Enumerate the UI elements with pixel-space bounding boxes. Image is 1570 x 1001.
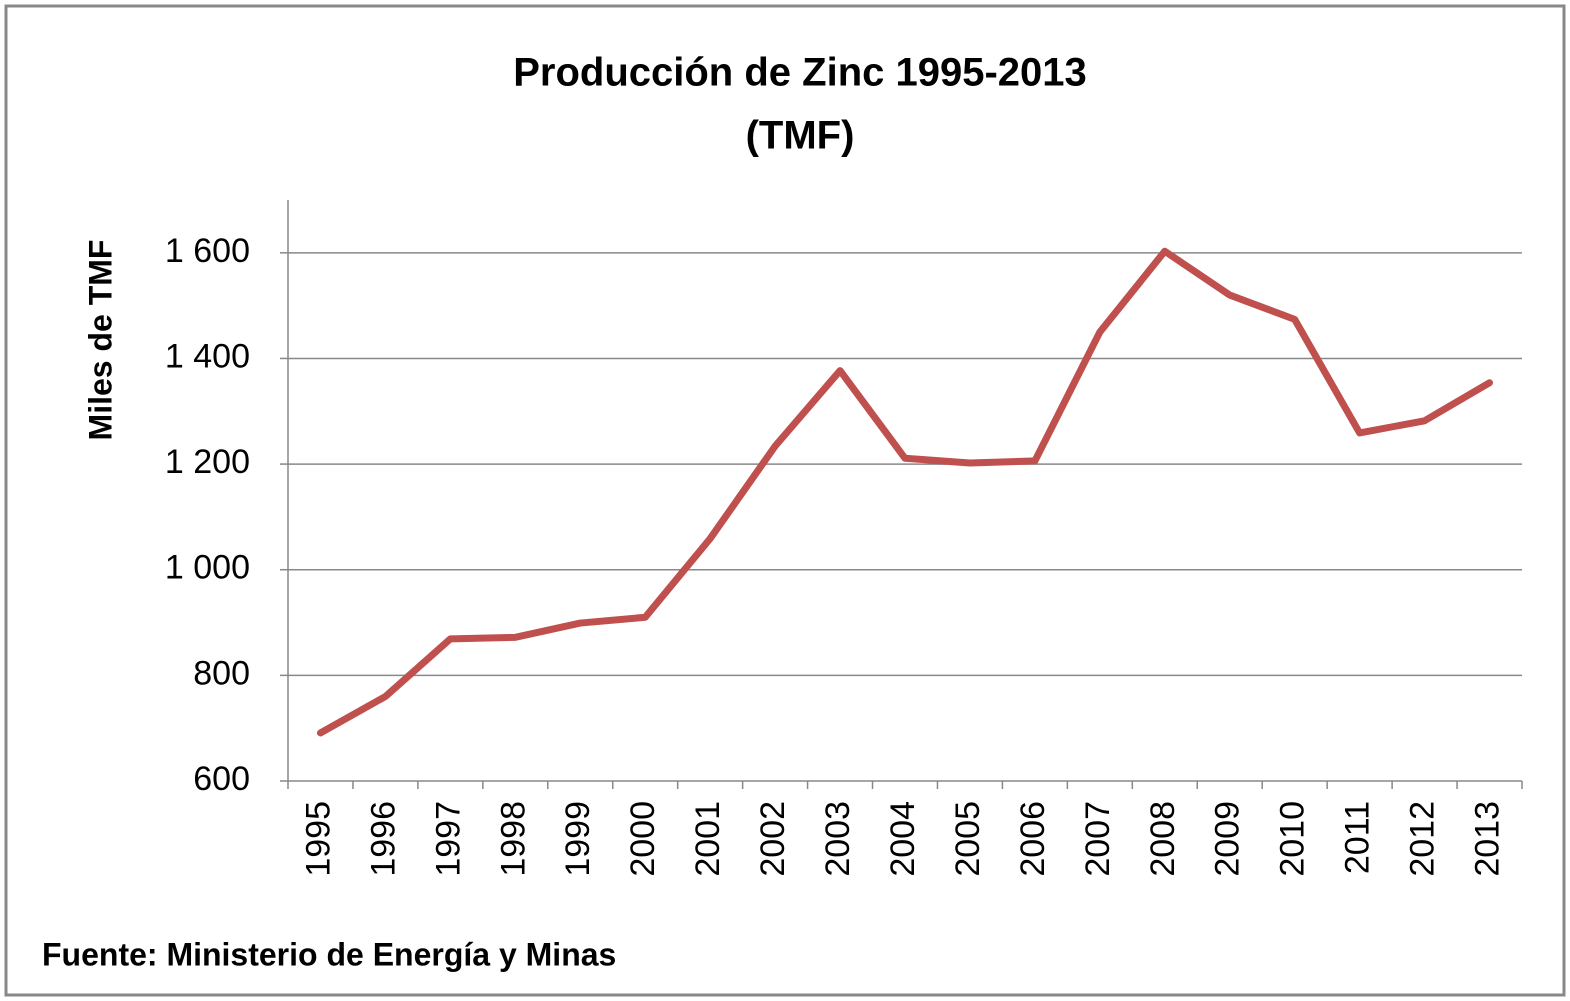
x-tick-label: 1995 [299, 801, 337, 877]
data-line [316, 247, 1494, 737]
x-tick-label: 1998 [494, 801, 532, 877]
x-tick-label: 2004 [884, 801, 922, 877]
y-tick-label: 1 400 [165, 337, 250, 375]
x-tick-label: 2003 [819, 801, 857, 877]
y-tick-label: 1 600 [165, 232, 250, 270]
x-tick-label: 1997 [429, 801, 467, 877]
y-tick-label: 1 200 [165, 443, 250, 481]
y-tick-label: 800 [193, 654, 250, 692]
x-tick-label: 2008 [1144, 801, 1182, 877]
y-axis-label: Miles de TMF [82, 240, 118, 441]
x-tick-label: 2011 [1339, 801, 1377, 874]
y-tick-label: 600 [193, 760, 250, 798]
x-tick-label: 2000 [624, 801, 662, 877]
x-tick-label: 2010 [1274, 801, 1312, 877]
y-tick-label: 1 000 [165, 549, 250, 587]
x-tick-label: 2012 [1404, 801, 1442, 877]
x-tick-label: 2002 [754, 801, 792, 877]
chart-title: Producción de Zinc 1995-2013 [513, 51, 1087, 95]
x-tick-label: 2007 [1079, 801, 1117, 877]
source-note: Fuente: Ministerio de Energía y Minas [42, 936, 616, 972]
x-tick-label: 2006 [1014, 801, 1052, 877]
chart-subtitle: (TMF) [746, 114, 855, 158]
x-tick-label: 1999 [559, 801, 597, 877]
x-tick-label: 2001 [689, 801, 727, 877]
x-tick-label: 2005 [949, 801, 987, 877]
x-tick-label: 2009 [1209, 801, 1247, 877]
x-tick-label: 2013 [1469, 801, 1507, 877]
chart-frame [4, 4, 1566, 997]
x-tick-label: 1996 [364, 801, 402, 877]
